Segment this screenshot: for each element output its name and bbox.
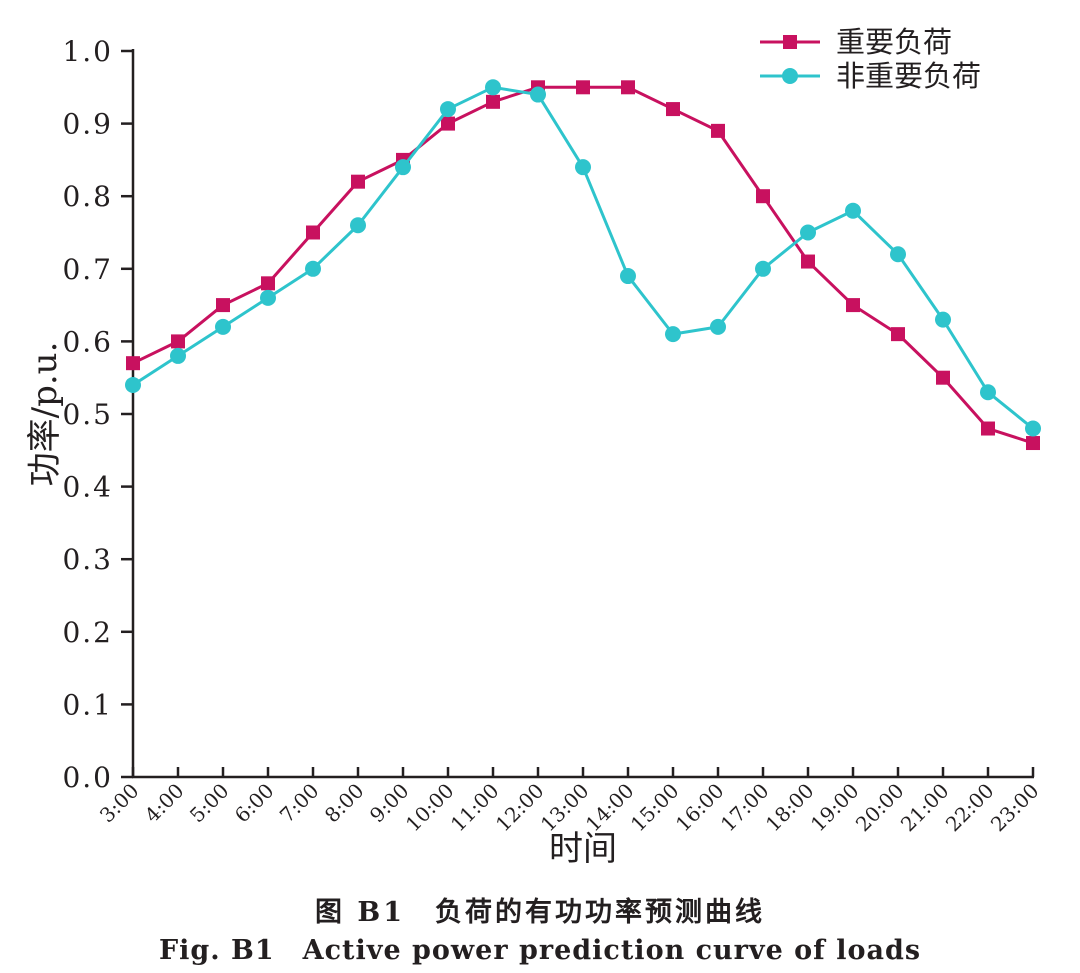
legend-label: 非重要负荷 xyxy=(836,59,981,93)
data-point xyxy=(890,246,906,263)
y-tick-label: 0.3 xyxy=(62,543,113,576)
y-tick-label: 1.0 xyxy=(62,35,113,68)
x-tick-label: 17:00 xyxy=(716,779,774,837)
data-point xyxy=(216,298,230,313)
y-tick-label: 0.7 xyxy=(62,253,113,286)
y-axis-ticks: 0.0 0.1 0.2 0.3 0.4 0.5 0.6 0.7 0.8 0.9 1.0 xyxy=(62,35,133,794)
x-tick-label: 23:00 xyxy=(986,779,1044,837)
data-point xyxy=(756,189,770,204)
data-point xyxy=(801,254,815,269)
x-tick-label: 12:00 xyxy=(491,779,549,837)
legend-item: 重要负荷 xyxy=(760,25,952,59)
legend-item: 非重要负荷 xyxy=(760,59,981,93)
data-point xyxy=(621,80,635,95)
data-point xyxy=(260,289,276,306)
data-point xyxy=(350,217,366,234)
legend-label: 重要负荷 xyxy=(836,25,952,59)
x-tick-label: 14:00 xyxy=(581,779,639,837)
figure-caption-chinese: 图 B1 负荷的有功功率预测曲线 xyxy=(314,897,765,928)
data-point xyxy=(575,159,591,176)
y-tick-label: 0.6 xyxy=(62,325,113,358)
figure-caption-english: Fig. B1 Active power prediction curve of… xyxy=(158,935,922,966)
x-tick-label: 5:00 xyxy=(185,779,234,828)
data-point xyxy=(891,327,905,342)
y-tick-label: 0.2 xyxy=(62,616,113,649)
series-2 xyxy=(125,79,1041,437)
x-tick-label: 8:00 xyxy=(320,779,369,828)
data-point xyxy=(981,421,995,436)
y-tick-label: 0.8 xyxy=(62,180,113,213)
y-tick-label: 0.1 xyxy=(62,688,113,721)
x-tick-label: 15:00 xyxy=(626,779,684,837)
data-point xyxy=(1025,420,1041,437)
x-tick-label: 11:00 xyxy=(446,779,504,837)
axes xyxy=(131,49,1034,779)
y-axis-label: 功率/p.u. xyxy=(25,342,65,487)
x-tick-label: 13:00 xyxy=(536,779,594,837)
series-line xyxy=(132,85,1034,445)
data-point xyxy=(935,311,951,328)
data-point xyxy=(305,260,321,277)
data-point xyxy=(170,347,186,364)
x-tick-label: 4:00 xyxy=(140,779,189,828)
x-tick-label: 7:00 xyxy=(275,779,324,828)
data-point xyxy=(1026,436,1040,451)
data-point xyxy=(351,174,365,189)
legend-marker xyxy=(783,35,797,49)
data-point xyxy=(441,116,455,131)
data-point xyxy=(666,102,680,117)
y-tick-label: 0.5 xyxy=(62,398,113,431)
data-point xyxy=(710,318,726,335)
data-point xyxy=(620,268,636,285)
data-point xyxy=(755,260,771,277)
x-tick-label: 22:00 xyxy=(941,779,999,837)
data-point xyxy=(485,79,501,96)
x-tick-label: 6:00 xyxy=(230,779,279,828)
x-tick-label: 16:00 xyxy=(671,779,729,837)
series-layer xyxy=(125,79,1041,451)
data-point xyxy=(846,298,860,313)
y-tick-label: 0.9 xyxy=(62,108,113,141)
data-point xyxy=(395,159,411,176)
legend-marker xyxy=(782,68,798,84)
data-point xyxy=(486,94,500,109)
data-point xyxy=(936,370,950,385)
data-point xyxy=(576,80,590,95)
data-point xyxy=(530,86,546,103)
x-axis-label: 时间 xyxy=(549,829,617,869)
data-point xyxy=(800,224,816,241)
data-point xyxy=(261,276,275,291)
data-point xyxy=(980,384,996,401)
y-tick-label: 0.0 xyxy=(62,761,113,794)
data-point xyxy=(126,356,140,371)
x-tick-label: 10:00 xyxy=(401,779,459,837)
x-tick-label: 18:00 xyxy=(761,779,819,837)
y-tick-label: 0.4 xyxy=(62,471,113,504)
data-point xyxy=(125,376,141,393)
data-point xyxy=(171,334,185,349)
data-point xyxy=(845,202,861,219)
data-point xyxy=(711,123,725,138)
series-1 xyxy=(126,80,1040,451)
x-tick-label: 19:00 xyxy=(806,779,864,837)
x-tick-label: 20:00 xyxy=(851,779,909,837)
line-chart: 0.00.10.20.30.40.50.60.70.80.91.0 3:004:… xyxy=(25,25,1044,869)
data-point xyxy=(215,318,231,335)
data-point xyxy=(440,101,456,118)
data-point xyxy=(306,225,320,240)
x-tick-label: 21:00 xyxy=(896,779,954,837)
data-point xyxy=(665,326,681,343)
